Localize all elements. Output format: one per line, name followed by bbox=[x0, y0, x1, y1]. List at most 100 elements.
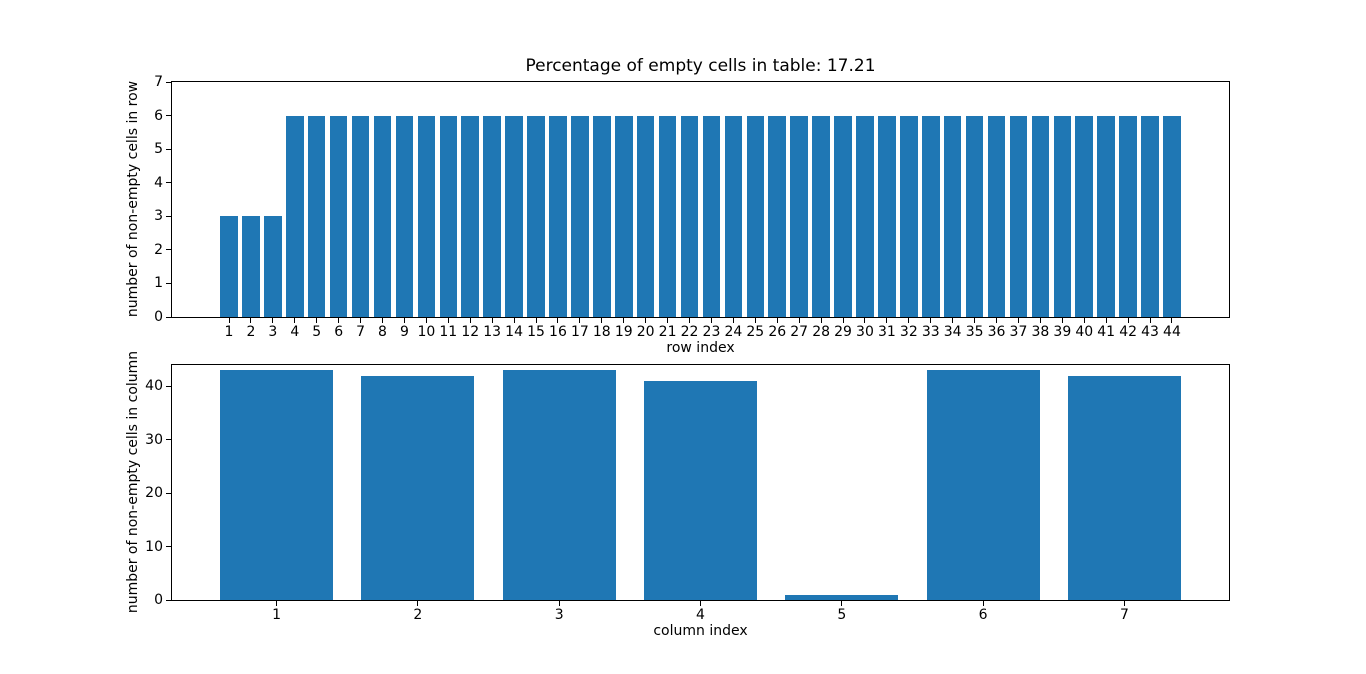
x-tick bbox=[864, 318, 866, 323]
bar bbox=[943, 115, 962, 317]
bar bbox=[593, 115, 611, 317]
x-tick bbox=[513, 318, 515, 323]
x-tick-label: 6 bbox=[334, 324, 344, 340]
x-tick bbox=[1061, 318, 1063, 323]
x-tick-label: 1 bbox=[272, 607, 282, 623]
column-chart-xaxis-label: column index bbox=[653, 623, 748, 639]
bar bbox=[1141, 115, 1159, 317]
x-tick bbox=[732, 318, 734, 323]
x-tick-label: 41 bbox=[1097, 324, 1116, 340]
chart-title: Percentage of empty cells in table: 17.2… bbox=[525, 56, 876, 76]
y-tick-label: 5 bbox=[154, 141, 163, 158]
bar bbox=[658, 115, 677, 317]
bar bbox=[351, 115, 370, 317]
y-tick-label: 2 bbox=[154, 241, 163, 258]
y-tick bbox=[166, 492, 171, 494]
x-tick-label: 40 bbox=[1075, 324, 1094, 340]
bar bbox=[439, 115, 458, 317]
y-tick-label: 0 bbox=[154, 592, 163, 608]
y-tick-label: 10 bbox=[145, 538, 163, 555]
bar bbox=[264, 216, 282, 317]
x-tick-label: 32 bbox=[899, 324, 918, 340]
x-tick bbox=[316, 318, 318, 323]
x-tick bbox=[272, 318, 274, 323]
x-tick-label: 2 bbox=[413, 607, 423, 623]
x-tick bbox=[1039, 318, 1041, 323]
x-tick-label: 27 bbox=[790, 324, 809, 340]
bar bbox=[926, 370, 1040, 600]
bar bbox=[785, 594, 899, 600]
y-tick bbox=[166, 215, 171, 217]
x-tick bbox=[250, 318, 252, 323]
bar bbox=[878, 115, 896, 317]
bar bbox=[790, 115, 808, 317]
bar bbox=[505, 115, 523, 317]
x-tick bbox=[1105, 318, 1107, 323]
x-tick-label: 39 bbox=[1053, 324, 1072, 340]
x-tick bbox=[908, 318, 910, 323]
x-tick-label: 13 bbox=[483, 324, 502, 340]
x-tick-label: 24 bbox=[724, 324, 743, 340]
bar bbox=[965, 115, 984, 317]
bar bbox=[1053, 115, 1072, 317]
y-tick-label: 3 bbox=[154, 208, 163, 225]
row-chart-xaxis-label: row index bbox=[666, 340, 735, 356]
x-tick bbox=[338, 318, 340, 323]
y-tick-label: 20 bbox=[145, 485, 163, 502]
x-tick-label: 12 bbox=[461, 324, 480, 340]
x-tick bbox=[276, 601, 278, 606]
column-chart-axes bbox=[171, 364, 1230, 601]
x-tick-label: 6 bbox=[978, 607, 988, 623]
x-tick-label: 44 bbox=[1163, 324, 1181, 340]
x-tick bbox=[689, 318, 691, 323]
y-tick-label: 0 bbox=[154, 309, 163, 325]
bar bbox=[329, 115, 348, 317]
bar bbox=[220, 216, 238, 317]
x-tick bbox=[557, 318, 559, 323]
x-tick bbox=[1149, 318, 1151, 323]
x-tick-label: 20 bbox=[636, 324, 655, 340]
x-tick-label: 11 bbox=[439, 324, 458, 340]
x-tick bbox=[798, 318, 800, 323]
bar bbox=[286, 115, 304, 317]
y-tick bbox=[166, 249, 171, 251]
x-tick-label: 21 bbox=[658, 324, 677, 340]
y-tick-label: 7 bbox=[154, 74, 163, 90]
bar bbox=[220, 370, 334, 600]
x-tick bbox=[579, 318, 581, 323]
bar bbox=[614, 115, 633, 317]
x-tick-label: 31 bbox=[877, 324, 896, 340]
bar bbox=[768, 115, 786, 317]
y-tick-label: 4 bbox=[154, 174, 163, 191]
bar bbox=[643, 381, 758, 600]
x-tick bbox=[886, 318, 888, 323]
y-tick bbox=[166, 282, 171, 284]
x-tick bbox=[974, 318, 976, 323]
x-tick bbox=[841, 601, 843, 606]
x-tick bbox=[820, 318, 822, 323]
bar bbox=[834, 115, 852, 317]
y-tick bbox=[166, 316, 171, 318]
x-tick bbox=[491, 318, 493, 323]
x-tick-label: 36 bbox=[987, 324, 1006, 340]
bar bbox=[1075, 115, 1094, 317]
bar bbox=[1119, 115, 1137, 317]
x-tick-label: 29 bbox=[834, 324, 852, 340]
x-tick bbox=[645, 318, 647, 323]
bar bbox=[527, 115, 545, 317]
bar bbox=[417, 115, 436, 317]
bar bbox=[812, 115, 830, 317]
x-tick-label: 8 bbox=[378, 324, 387, 340]
x-tick bbox=[403, 318, 405, 323]
bar bbox=[549, 115, 567, 317]
bar bbox=[483, 115, 501, 317]
x-tick-label: 14 bbox=[505, 324, 523, 340]
x-tick bbox=[447, 318, 449, 323]
y-tick bbox=[166, 385, 171, 387]
x-tick bbox=[360, 318, 362, 323]
y-tick bbox=[166, 81, 171, 83]
x-tick-label: 4 bbox=[290, 324, 300, 340]
x-tick-label: 2 bbox=[246, 324, 256, 340]
x-tick bbox=[952, 318, 954, 323]
